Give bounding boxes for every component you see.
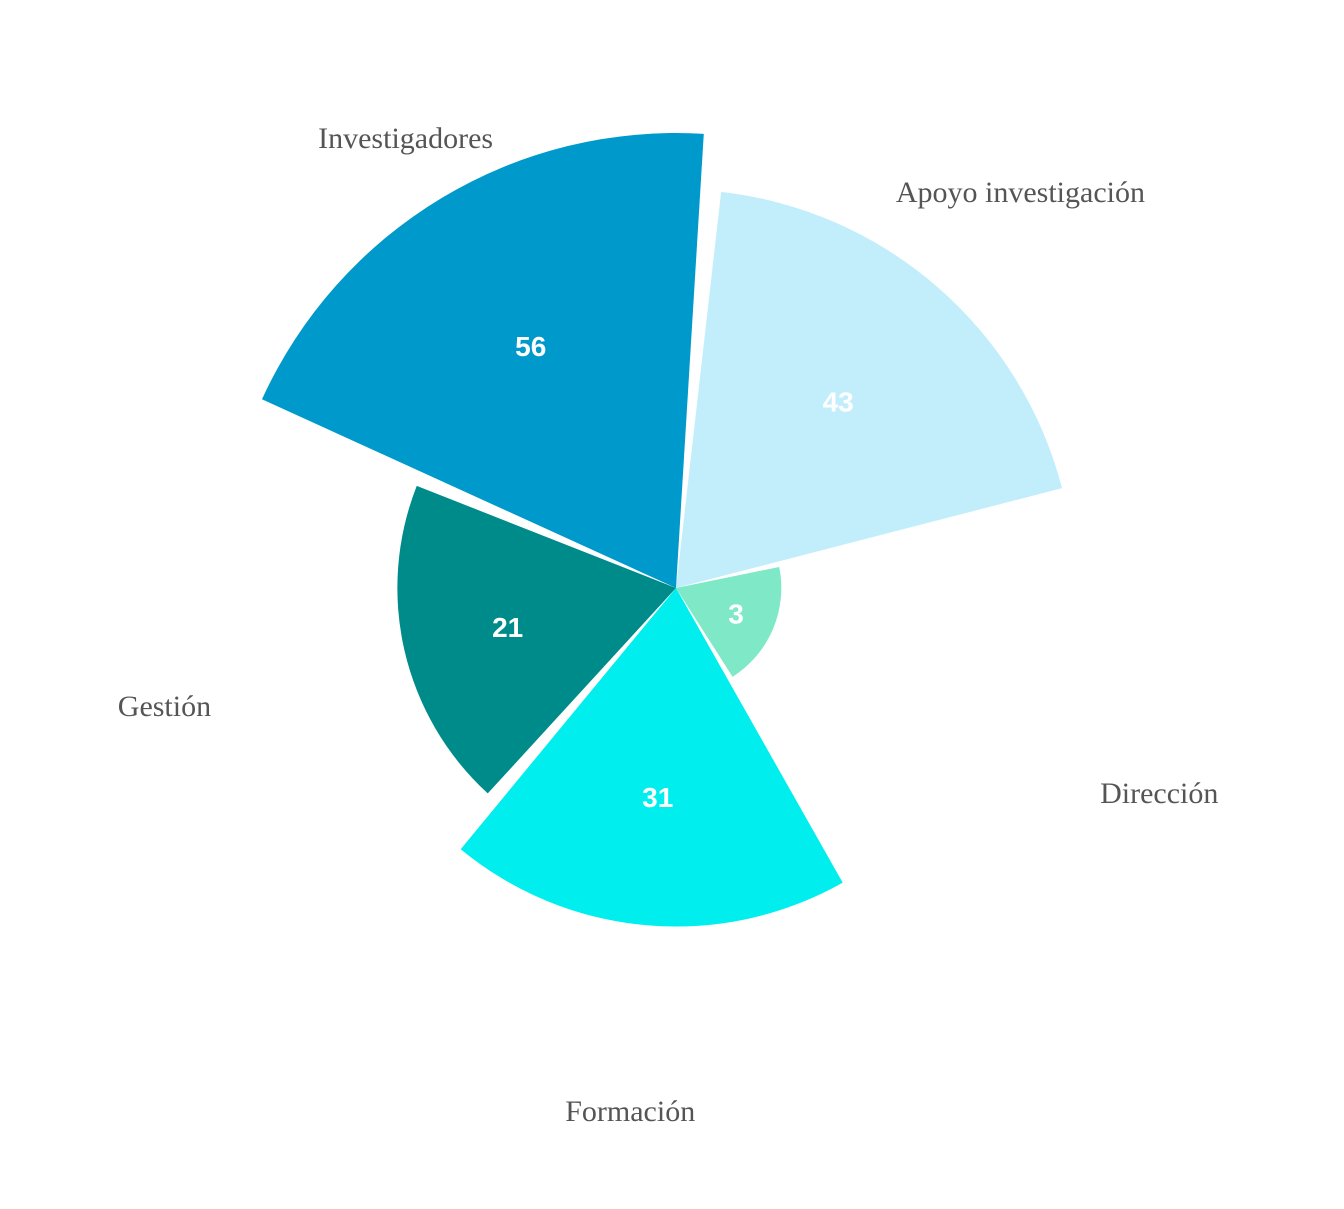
value-label-apoyo-investigacion: 43 xyxy=(823,386,854,417)
category-label-apoyo-investigacion: Apoyo investigación xyxy=(896,176,1145,209)
value-label-gestion: 21 xyxy=(492,612,523,643)
wedge-gestion xyxy=(397,485,676,794)
category-label-group: Apoyo investigación Dirección Formación Ges… xyxy=(118,122,1219,1128)
wedge-investigadores xyxy=(261,133,704,588)
category-label-investigadores: Investigadores xyxy=(318,122,493,155)
wedge-apoyo-investigacion xyxy=(676,191,1063,589)
wedge-formacion xyxy=(460,588,843,927)
category-label-direccion: Dirección xyxy=(1100,777,1218,810)
category-label-gestion: Gestión xyxy=(118,690,211,723)
wedge-direccion xyxy=(676,567,782,677)
value-label-group: 43 3 31 21 56 xyxy=(492,331,854,813)
value-label-formacion: 31 xyxy=(642,782,673,813)
value-label-direccion: 3 xyxy=(728,599,744,630)
category-label-formacion: Formación xyxy=(565,1095,695,1128)
wedge-group xyxy=(261,133,1063,927)
value-label-investigadores: 56 xyxy=(515,331,546,362)
